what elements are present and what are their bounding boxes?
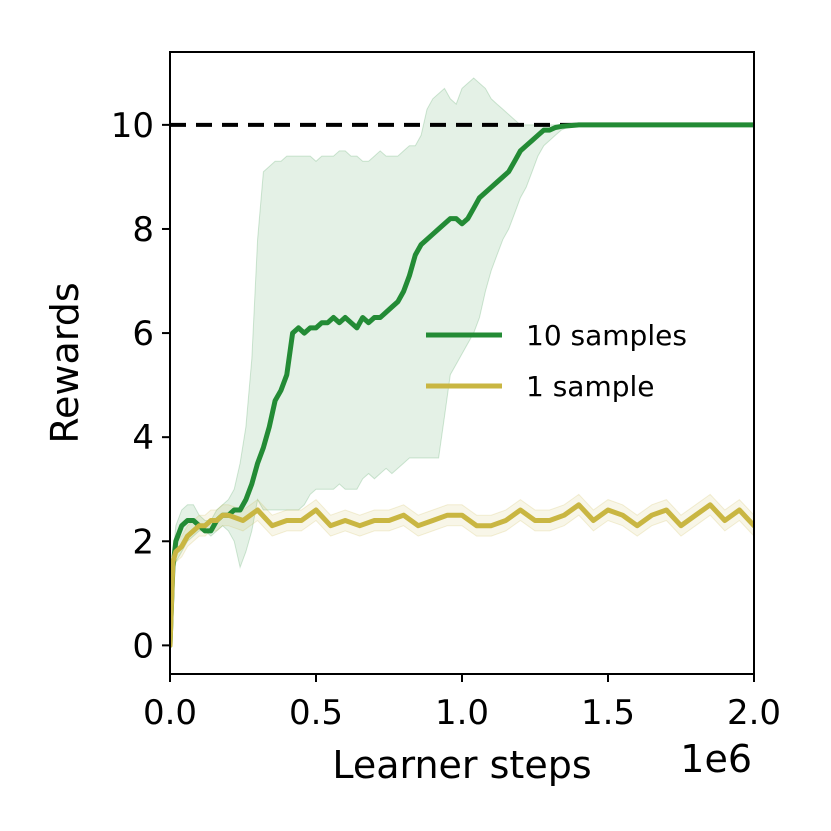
series-lines [170,122,754,648]
y-tick-label: 4 [132,418,154,458]
x-tick-label: 2.0 [727,693,781,733]
line-series-1 [170,122,754,648]
legend-label-series-1: 10 samples [526,319,687,352]
line-series-2 [170,502,754,648]
x-tick-label: 0.0 [143,693,197,733]
x-axis-label: Learner steps [332,743,591,787]
legend-label-series-2: 1 sample [526,370,655,403]
y-tick-label: 10 [111,106,154,146]
y-axis-label: Rewards [43,282,87,443]
y-tick-label: 0 [132,626,154,666]
x-axis-ticks: 0.0 0.5 1.0 1.5 2.0 [143,674,781,733]
y-axis-ticks: 0 2 4 6 8 10 [111,106,170,666]
x-tick-label: 1.0 [435,693,489,733]
y-tick-label: 8 [132,210,154,250]
x-tick-label: 0.5 [289,693,343,733]
legend: 10 samples 1 sample [426,319,687,403]
x-tick-label: 1.5 [581,693,635,733]
y-tick-label: 2 [132,522,154,562]
band-series-2 [170,493,754,646]
y-tick-label: 6 [132,314,154,354]
confidence-bands [170,77,754,646]
x-axis-multiplier: 1e6 [680,737,752,781]
band-series-1 [170,77,754,646]
